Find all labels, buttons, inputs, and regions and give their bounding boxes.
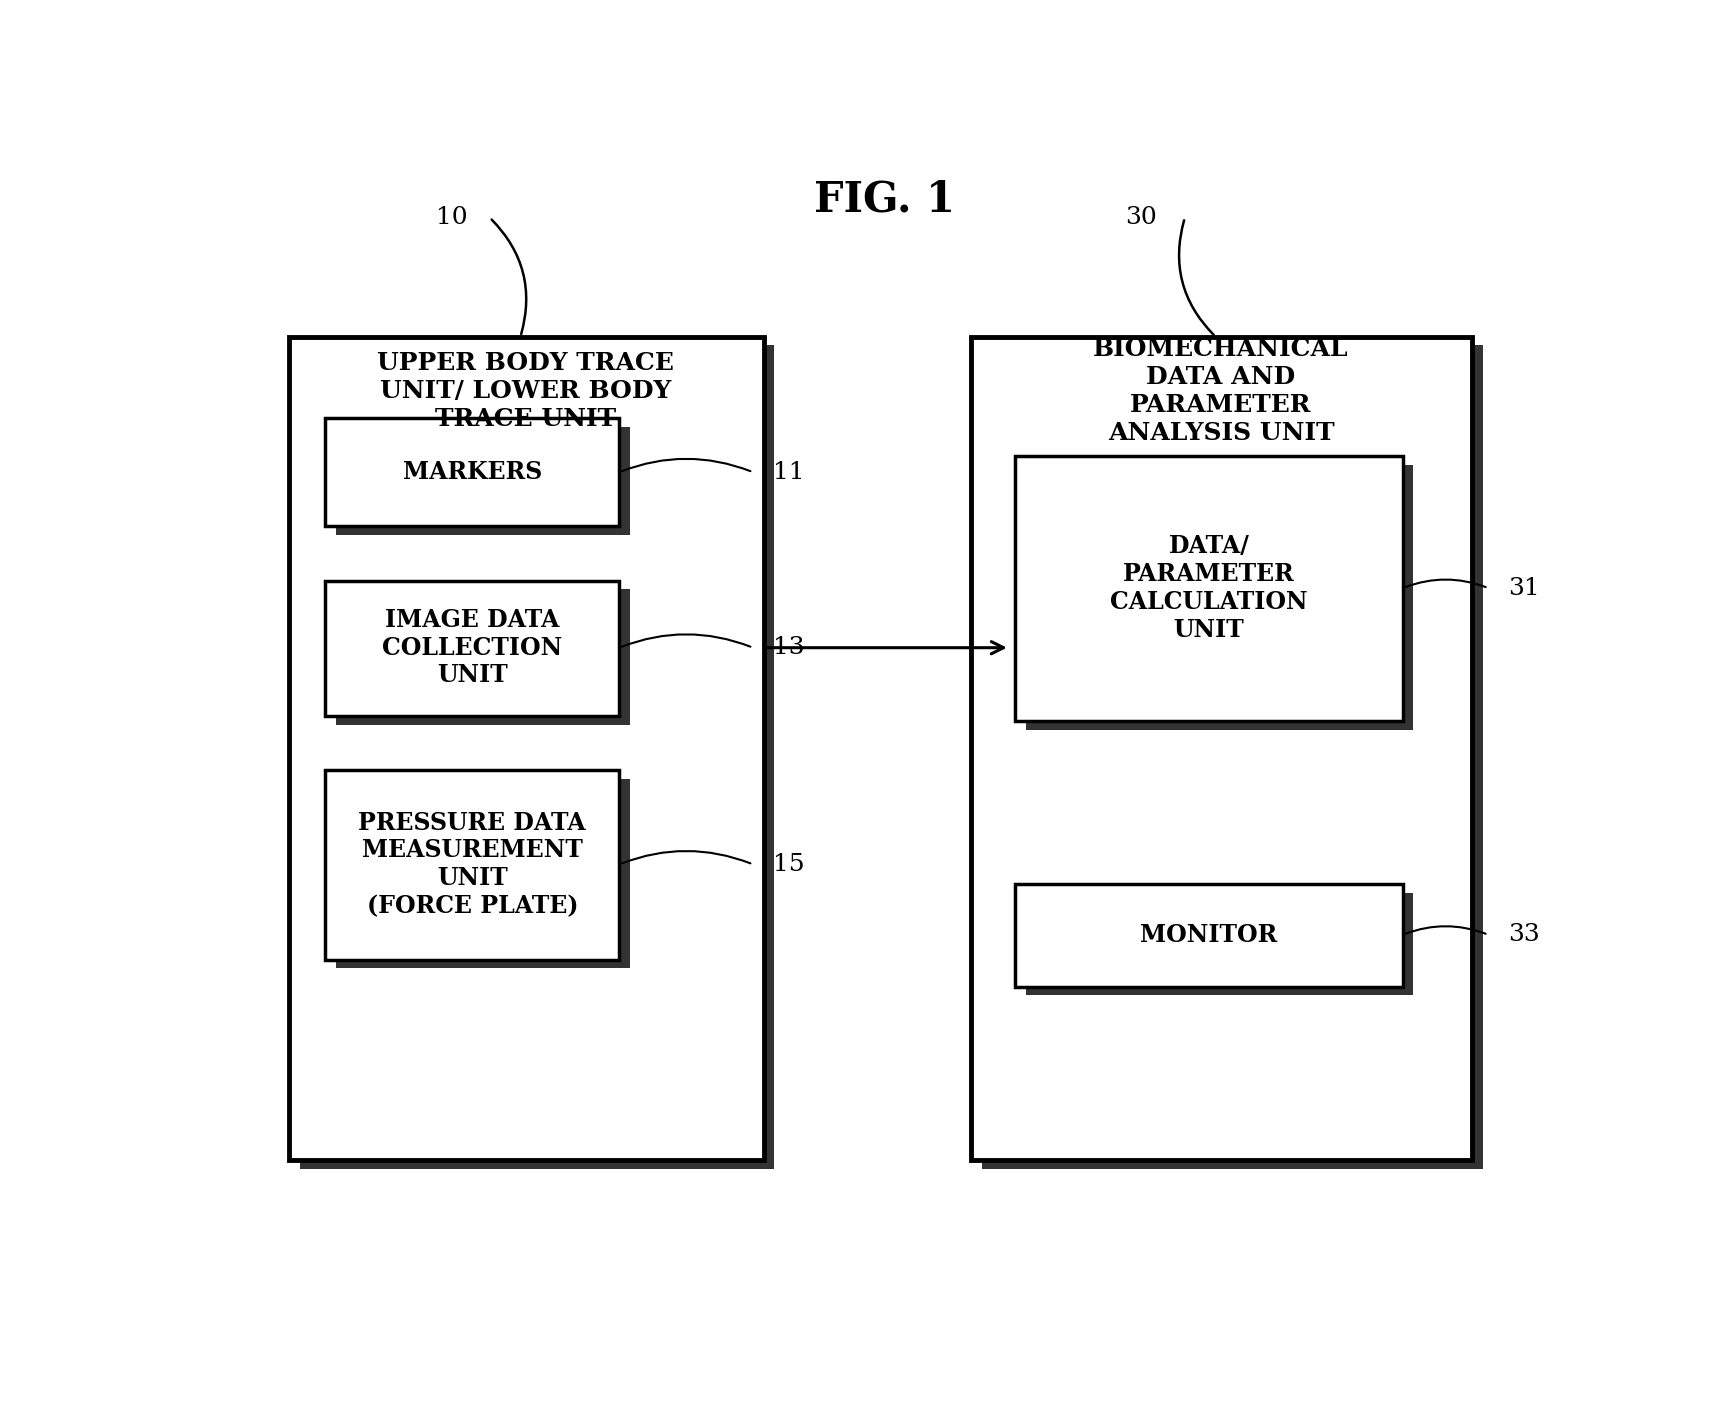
Text: DATA/
PARAMETER
CALCULATION
UNIT: DATA/ PARAMETER CALCULATION UNIT — [1111, 535, 1308, 642]
Text: MARKERS: MARKERS — [402, 460, 542, 484]
Text: IMAGE DATA
COLLECTION
UNIT: IMAGE DATA COLLECTION UNIT — [383, 608, 562, 688]
Text: 11: 11 — [773, 460, 804, 484]
Text: 10: 10 — [436, 205, 467, 229]
Bar — [326, 770, 619, 960]
Bar — [971, 336, 1471, 1161]
Text: PRESSURE DATA
MEASUREMENT
UNIT
(FORCE PLATE): PRESSURE DATA MEASUREMENT UNIT (FORCE PL… — [359, 810, 586, 919]
Text: 31: 31 — [1508, 577, 1540, 599]
Text: BIOMECHANICAL
DATA AND
PARAMETER
ANALYSIS UNIT: BIOMECHANICAL DATA AND PARAMETER ANALYSI… — [1094, 338, 1349, 445]
Bar — [1026, 892, 1413, 996]
Bar — [1014, 884, 1402, 986]
Bar — [982, 346, 1484, 1169]
Text: 30: 30 — [1125, 205, 1157, 229]
Bar — [326, 418, 619, 526]
Text: 13: 13 — [773, 636, 806, 660]
Bar — [336, 590, 630, 725]
Text: 15: 15 — [773, 853, 806, 877]
Bar — [290, 336, 764, 1161]
Text: UPPER BODY TRACE
UNIT/ LOWER BODY
TRACE UNIT: UPPER BODY TRACE UNIT/ LOWER BODY TRACE … — [378, 352, 674, 431]
Text: 33: 33 — [1508, 923, 1540, 947]
Text: MONITOR: MONITOR — [1140, 923, 1278, 947]
Bar — [326, 581, 619, 716]
Text: FIG. 1: FIG. 1 — [814, 179, 954, 219]
Bar — [1026, 464, 1413, 730]
Bar — [1014, 456, 1402, 722]
Bar — [336, 426, 630, 535]
Bar — [300, 346, 775, 1169]
Bar — [336, 779, 630, 968]
